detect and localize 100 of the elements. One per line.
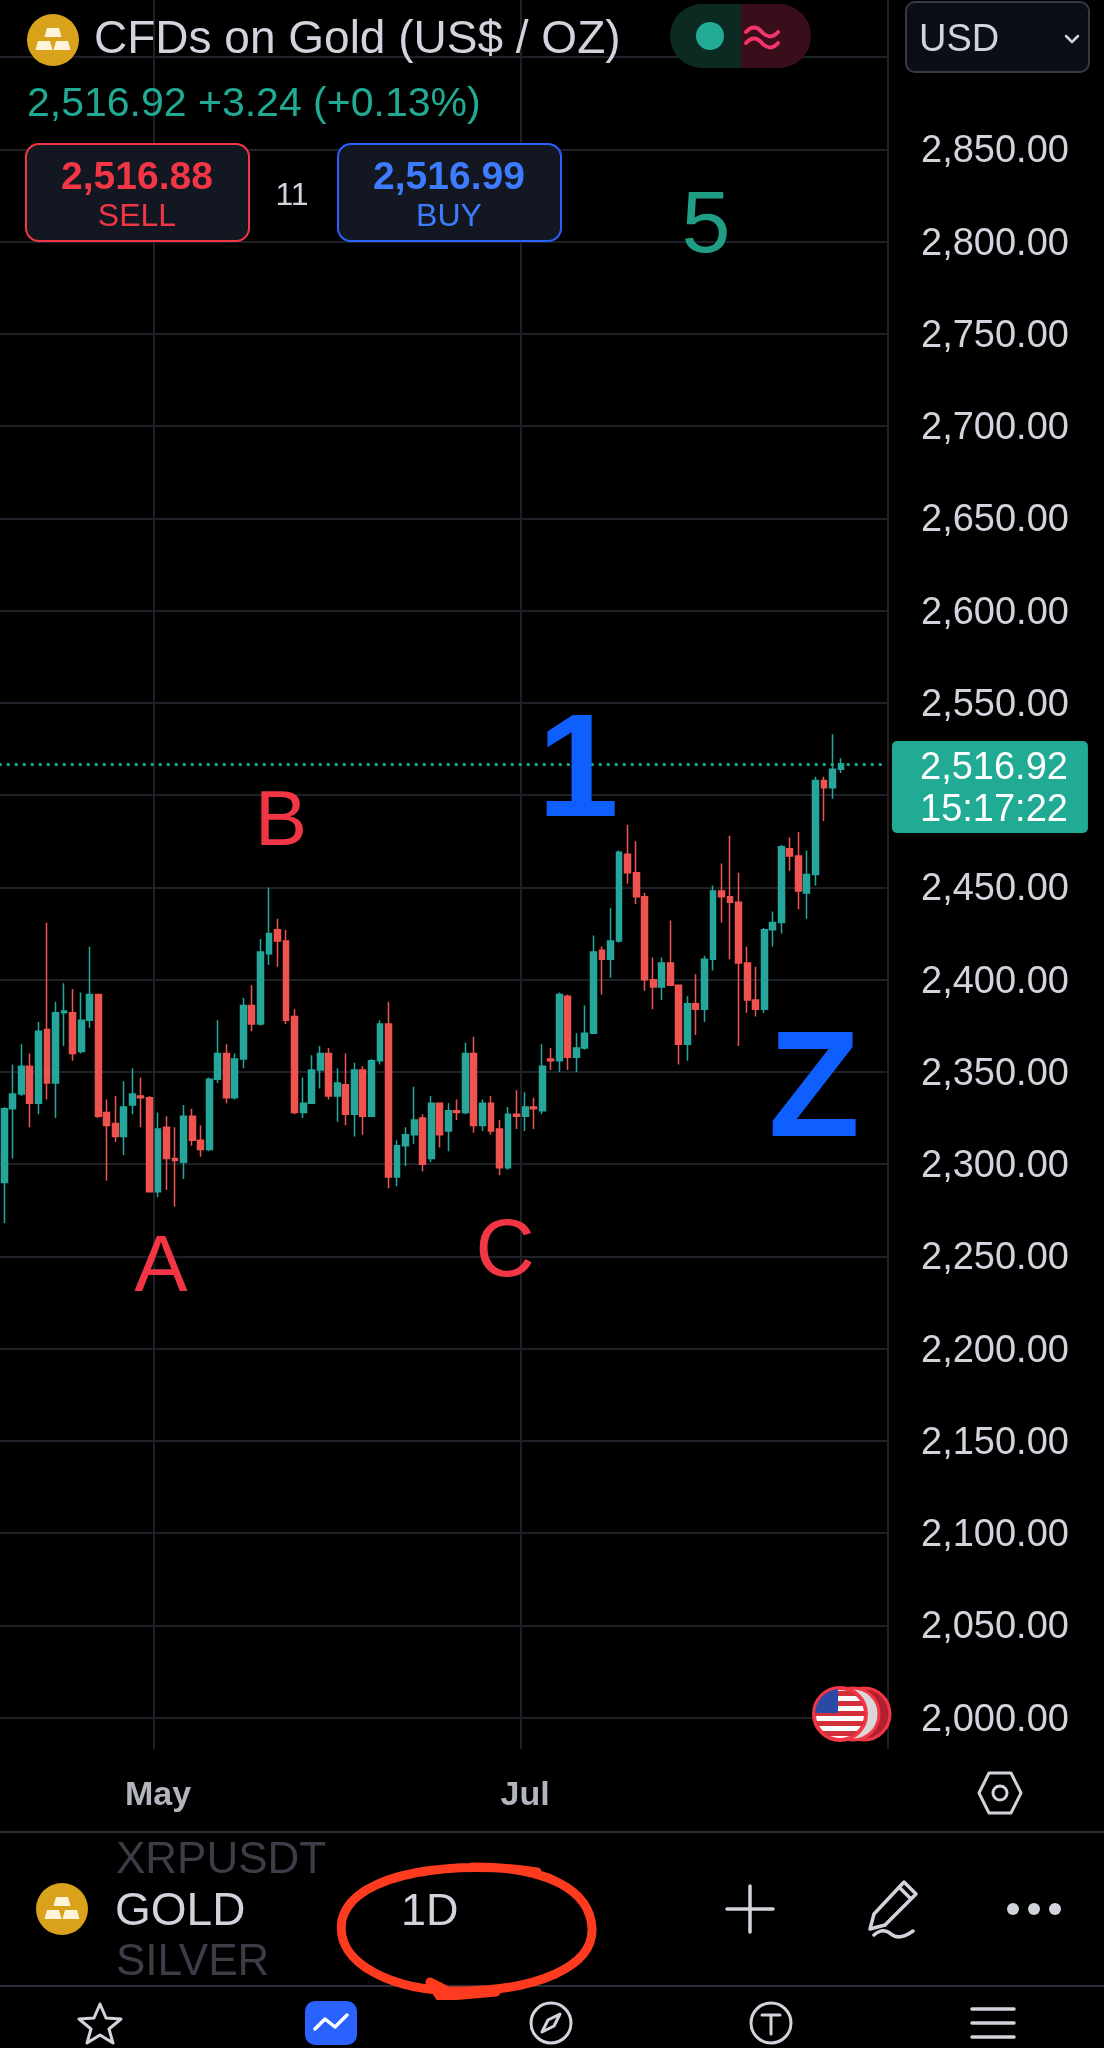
candlestick [60,982,68,1047]
candlestick [452,1098,461,1121]
candlestick [478,1098,487,1132]
candlestick [376,1019,384,1066]
candlestick [410,1085,419,1145]
candlestick [273,918,282,968]
candlestick [17,1043,26,1097]
candlestick [435,1102,444,1149]
candlestick [529,1096,538,1130]
candlestick [555,991,564,1073]
candlestick [811,775,820,887]
candlestick [726,835,734,961]
candlestick [794,831,803,911]
x-tick-label: May [124,1774,192,1812]
y-tick-label: 2,300.00 [921,1143,1069,1186]
y-tick-label: 2,850.00 [921,128,1069,171]
chart-title: CFDs on Gold (US$ / OZ) [94,11,621,63]
candlestick [128,1067,137,1116]
annotation: 1 [537,684,619,847]
candlestick [495,1119,504,1176]
y-tick-label: 2,000.00 [921,1696,1069,1739]
y-tick-label: 2,050.00 [921,1604,1069,1647]
sell-button: 2,516.88 SELL [25,143,250,242]
text: XRPUSDT [116,1833,327,1882]
annotation: 2,516.99 [373,153,525,197]
annotation: 11 [275,176,309,212]
candlestick [324,1047,333,1101]
candlestick [367,1058,376,1117]
y-tick-label: 2,650.00 [921,497,1069,540]
y-tick-label: 2,150.00 [921,1419,1069,1462]
candlestick [606,906,615,979]
candlestick [734,871,743,1047]
candlestick [469,1036,478,1134]
candlestick [717,862,726,924]
candlestick [691,973,700,1036]
candlestick [111,1095,120,1143]
y-tick-label: 2,550.00 [921,681,1069,724]
candlestick [154,1111,162,1199]
candlestick [504,1106,512,1171]
candlestick [34,1021,43,1116]
candlestick [136,1076,145,1129]
candlestick [43,921,51,1101]
text: GOLD [115,1883,246,1935]
candlestick [384,1001,393,1189]
candlestick [316,1045,325,1090]
candlestick [623,823,632,885]
annotation: 5 [681,172,731,271]
candlestick [649,956,658,1010]
y-tick-label: 2,400.00 [921,958,1069,1001]
candlestick [589,934,598,1034]
candlestick [341,1052,350,1127]
y-tick-label: 2,200.00 [921,1327,1069,1370]
candlestick [247,984,256,1033]
annotation: 2,516.88 [61,153,213,197]
y-tick-label: 2,750.00 [921,312,1069,355]
currency-dropdown: USD [905,1,1090,73]
candlestick [615,849,623,944]
y-tick-label: 2,350.00 [921,1050,1069,1093]
buy-button: 2,516.99 BUY [337,143,562,242]
candlestick [239,997,248,1069]
candlestick [802,849,811,920]
candlestick [179,1104,188,1180]
candlestick [162,1115,171,1191]
candlestick [461,1041,470,1116]
candlestick [657,956,666,1001]
candlestick [820,775,828,822]
annotation: SELL [97,197,177,233]
annotation: C [475,1202,535,1293]
candlestick [222,1043,231,1105]
annotation: Z [768,1000,860,1168]
text: SILVER [116,1935,270,1984]
annotation: B [254,774,308,862]
candlestick [171,1126,179,1208]
candlestick [230,1052,239,1101]
candlestick [265,886,273,966]
candlestick [521,1091,530,1132]
candlestick [350,1061,359,1138]
candlestick [512,1089,521,1130]
y-tick-label: 2,700.00 [921,405,1069,448]
text: 2,516.92 +3.24 (+0.13%) [27,78,481,125]
annotation: A [134,1219,188,1308]
candlestick [563,993,572,1071]
candlestick [444,1102,453,1152]
candlestick [700,954,709,1023]
candlestick [418,1113,427,1173]
candlestick [683,995,692,1062]
text: 1D [401,1883,459,1935]
y-tick-label: 2,600.00 [921,589,1069,632]
candlestick [487,1095,495,1136]
candlestick [51,1001,60,1119]
candlestick [538,1043,547,1116]
candlestick [358,1065,367,1136]
annotation: BUY [416,197,482,233]
x-tick-label: Jul [500,1774,550,1812]
candlestick [598,945,606,996]
candlestick [333,1067,342,1123]
y-tick-label: 2,800.00 [921,220,1069,263]
candlestick [290,1008,299,1116]
candlestick [68,988,77,1062]
candlestick [282,929,290,1025]
